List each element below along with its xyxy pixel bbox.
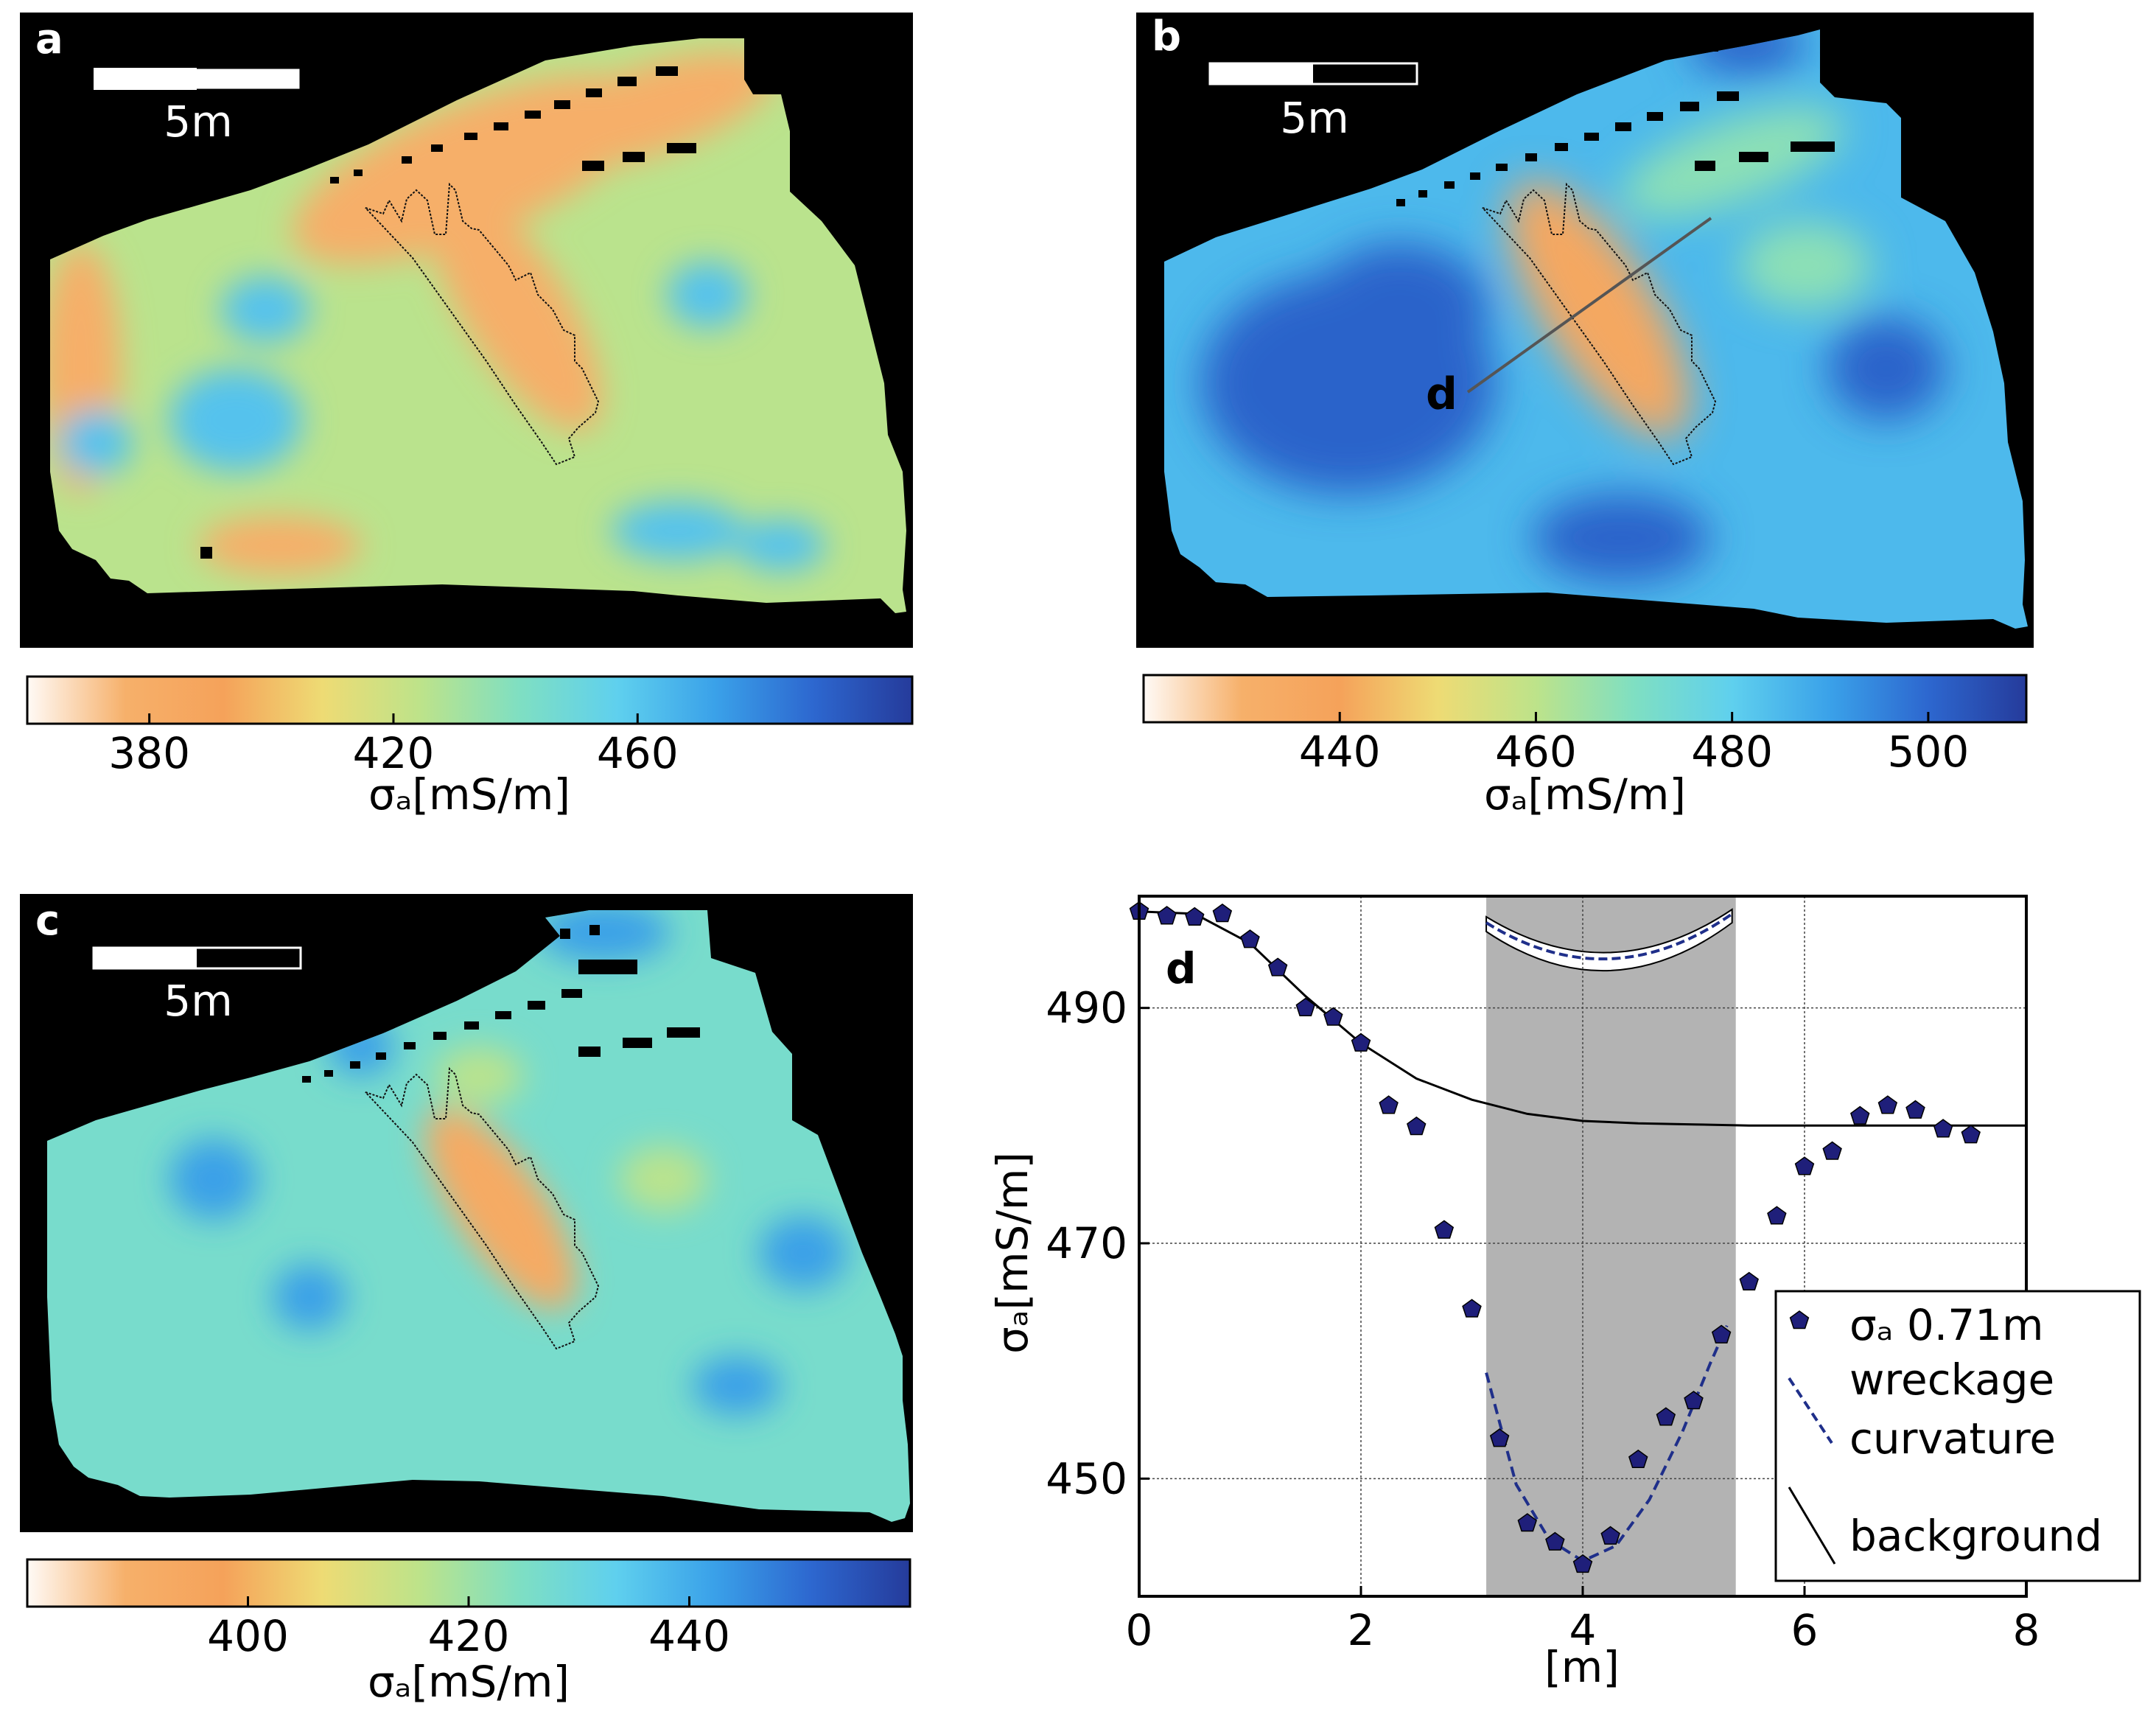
x-tick-label: 8 xyxy=(2013,1605,2040,1655)
colorbar-tick-label: 440 xyxy=(648,1611,730,1661)
x-tick-label: 0 xyxy=(1126,1605,1153,1655)
panel-c-letter: c xyxy=(35,897,60,945)
data-point xyxy=(1933,1119,1953,1138)
legend-line-icon xyxy=(1788,1486,1836,1565)
colorbar-a-ramp xyxy=(26,675,914,725)
map-panel-a: 5m a xyxy=(20,13,913,648)
wreck-profile-icon xyxy=(1485,908,1733,972)
data-point xyxy=(1794,1156,1815,1175)
map-panel-c: 5m c xyxy=(20,894,913,1532)
map-panel-b: d 5m b xyxy=(1136,13,2034,648)
profile-chart: 0 2 4 6 8 450 470 490 d [m] σₐ[mS/m] σₐ 0.71mwr… xyxy=(987,895,2141,1692)
data-point xyxy=(1185,906,1205,926)
panel-b-letter: b xyxy=(1152,13,1181,60)
legend-label-curvature: curvature xyxy=(1849,1414,2056,1464)
legend-label-wreckage: wreckage xyxy=(1849,1355,2054,1405)
data-point xyxy=(1351,1033,1371,1052)
x-axis-label: [m] xyxy=(1544,1642,1620,1692)
scalebar-a-label: 5m xyxy=(164,97,232,147)
colorbar-tick-label: 420 xyxy=(353,728,435,778)
wreck-outline-c xyxy=(365,1066,600,1350)
data-point xyxy=(1656,1407,1676,1426)
legend-label-background: background xyxy=(1849,1511,2102,1561)
y-tick-label: 490 xyxy=(1046,983,1127,1033)
background-curve xyxy=(1138,910,2026,1127)
data-point xyxy=(1767,1206,1787,1225)
data-point xyxy=(1905,1100,1925,1119)
colorbar-c: σₐ[mS/m] 400 420 440 xyxy=(26,1558,911,1707)
scalebar-b-fill xyxy=(1210,63,1313,84)
colorbar-tick-label: 440 xyxy=(1299,727,1381,777)
scalebar-a-fill xyxy=(94,68,197,90)
map-a-gaps xyxy=(200,66,696,559)
colorbar-tick-label: 480 xyxy=(1691,727,1773,777)
colorbar-tick-label: 400 xyxy=(207,1611,289,1661)
x-tick-label: 2 xyxy=(1348,1605,1375,1655)
colorbar-tick-label: 420 xyxy=(428,1611,510,1661)
data-point xyxy=(1434,1220,1455,1239)
data-point xyxy=(1850,1105,1870,1125)
colorbar-b-label: σₐ[mS/m] xyxy=(1484,769,1686,820)
legend-label-sigma: σₐ 0.71m xyxy=(1849,1300,2044,1350)
wreck-outline-b xyxy=(1482,182,1717,466)
data-point xyxy=(1489,1428,1510,1447)
map-c-gaps xyxy=(302,925,700,1083)
scalebar-c-label: 5m xyxy=(164,976,232,1026)
scalebar-b-label: 5m xyxy=(1280,93,1348,143)
data-point xyxy=(1517,1513,1537,1532)
colorbar-c-label: σₐ[mS/m] xyxy=(368,1657,570,1707)
colorbar-tick-label: 460 xyxy=(1495,727,1577,777)
plot-area: 0 2 4 6 8 450 470 490 xyxy=(1046,895,2040,1655)
colorbar-tick-label: 500 xyxy=(1888,727,1970,777)
profile-label: d xyxy=(1426,368,1457,420)
data-point xyxy=(1739,1271,1759,1290)
data-point xyxy=(1628,1449,1648,1469)
data-point xyxy=(1822,1141,1842,1160)
data-point xyxy=(1240,929,1260,948)
data-point xyxy=(1545,1531,1565,1551)
data-point xyxy=(1711,1324,1732,1344)
plot-frame xyxy=(1138,895,2028,1598)
data-point xyxy=(1407,1116,1427,1136)
y-tick-label: 470 xyxy=(1046,1218,1127,1268)
wreck-zone-shade xyxy=(1486,896,1736,1596)
map-b-gaps xyxy=(1396,41,1835,206)
profile-line xyxy=(1466,217,1712,394)
panel-a-letter: a xyxy=(35,15,63,63)
x-tick-label: 6 xyxy=(1791,1605,1819,1655)
data-point xyxy=(1323,1007,1343,1026)
colorbar-b: σₐ[mS/m] 440 460 480 500 xyxy=(1142,674,2028,820)
legend-marker-icon xyxy=(1789,1310,1810,1330)
y-tick-label: 450 xyxy=(1046,1453,1127,1503)
legend-box xyxy=(1774,1290,2141,1582)
chart-panel-letter: d xyxy=(1166,943,1197,993)
colorbar-tick-label: 460 xyxy=(597,728,679,778)
data-point xyxy=(1572,1554,1593,1573)
data-point xyxy=(1877,1095,1898,1114)
data-point xyxy=(1961,1125,1981,1144)
colorbar-a: σₐ[mS/m] 380 420 460 xyxy=(26,675,914,820)
wreckage-curvature-curve xyxy=(1485,1324,1729,1563)
data-point xyxy=(1212,903,1233,923)
x-tick-label: 4 xyxy=(1569,1605,1597,1655)
data-point xyxy=(1462,1299,1482,1318)
scalebar-c-fill xyxy=(94,948,197,968)
data-point xyxy=(1267,957,1288,976)
wreck-outline-a xyxy=(365,182,600,466)
data-point xyxy=(1379,1095,1399,1114)
colorbar-a-label: σₐ[mS/m] xyxy=(368,769,570,820)
colorbar-b-ramp xyxy=(1142,674,2028,724)
data-point xyxy=(1295,997,1315,1016)
colorbar-tick-label: 380 xyxy=(108,728,190,778)
y-axis-label: σₐ[mS/m] xyxy=(987,1152,1037,1354)
data-point xyxy=(1600,1526,1620,1545)
legend-dash-icon xyxy=(1788,1377,1833,1444)
data-point xyxy=(1684,1391,1704,1410)
data-point xyxy=(1157,906,1177,925)
